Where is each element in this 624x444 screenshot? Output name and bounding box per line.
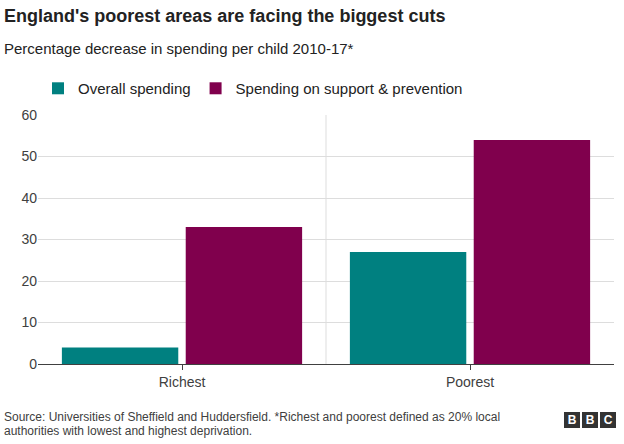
html-text:B: B (585, 413, 595, 427)
svg-text:40: 40 (21, 190, 37, 206)
svg-text:0: 0 (29, 356, 37, 372)
html-text:Source: Universities of Sheffi: Source: Universities of Sheffield and Hu… (4, 410, 501, 438)
svg-text:60: 60 (21, 107, 37, 123)
svg-text:Poorest: Poorest (446, 374, 494, 390)
svg-text:Richest: Richest (159, 374, 206, 390)
svg-text:Spending on support & preventi: Spending on support & prevention (236, 80, 463, 97)
html-text:B: B (567, 413, 577, 427)
svg-text:20: 20 (21, 273, 37, 289)
html-text:C: C (603, 413, 613, 427)
html-text:Percentage decrease in spendin: Percentage decrease in spending per chil… (4, 40, 354, 57)
svg-text:50: 50 (21, 148, 37, 164)
svg-text:Overall spending: Overall spending (78, 80, 191, 97)
svg-text:10: 10 (21, 314, 37, 330)
html-text:England's poorest areas are fa: England's poorest areas are facing the b… (4, 6, 446, 26)
svg-text:30: 30 (21, 231, 37, 247)
